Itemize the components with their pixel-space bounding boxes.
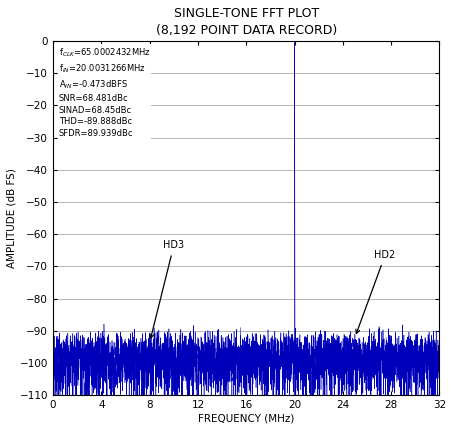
Text: f$_{CLK}$=65.0002432MHz
f$_{IN}$=20.0031266MHz
A$_{IN}$=-0.473dBFS
SNR=68.481dBc: f$_{CLK}$=65.0002432MHz f$_{IN}$=20.0031… [59,46,150,138]
Y-axis label: AMPLITUDE (dB FS): AMPLITUDE (dB FS) [7,168,17,268]
Title: SINGLE-TONE FFT PLOT
(8,192 POINT DATA RECORD): SINGLE-TONE FFT PLOT (8,192 POINT DATA R… [156,7,337,37]
Text: HD3: HD3 [150,240,184,338]
Text: HD2: HD2 [356,250,396,334]
X-axis label: FREQUENCY (MHz): FREQUENCY (MHz) [198,413,294,423]
